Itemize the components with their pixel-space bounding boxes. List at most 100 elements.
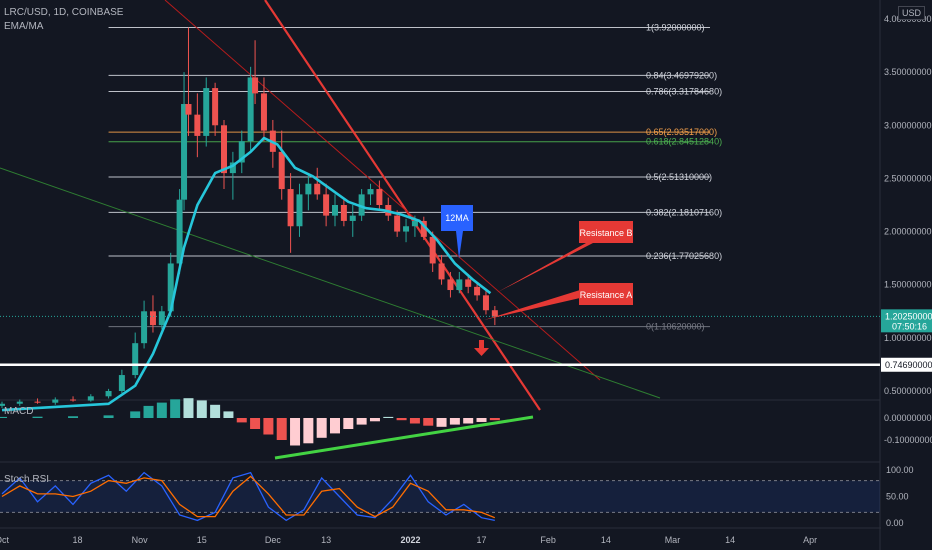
currency-label[interactable]: USD [898,6,926,20]
time-tick-label: 2022 [400,535,420,545]
candle-body [358,194,365,216]
macd-bar [303,418,314,444]
stoch-tick-label: 100.00 [886,465,914,475]
macd-bar [449,418,460,425]
current-price-tag [881,309,932,333]
macd-bar [210,404,221,418]
macd-divergence-line [274,415,534,460]
candle-body [176,199,183,264]
stoch-band [0,480,880,513]
candle-body [349,215,356,221]
candle-body [305,183,312,195]
macd-tick-label: 0.00000000 [884,413,932,423]
fib-level-label: 0.84(3.46979200) [646,70,717,80]
time-tick-label: Dec [265,535,282,545]
time-tick-label: Apr [803,535,817,545]
fib-level-label: 0.618(2.84512840) [646,137,722,147]
macd-bar [290,418,301,446]
candle-body [394,215,401,232]
price-axis-bg [881,0,932,550]
macd-bar [369,418,380,422]
indicator-title: EMA/MA [4,21,44,32]
candle-body [70,399,77,401]
macd-bar [250,418,261,429]
candle-body [482,295,489,311]
candle-body [340,205,347,221]
stoch-d-line [1,475,496,519]
stoch-rsi-label: Stoch RSI [4,474,50,485]
macd-tick-label: -0.10000000 [884,435,932,445]
candle-body [167,263,174,312]
candle-body [185,104,192,115]
time-tick-label: 18 [72,535,82,545]
candle-body [367,189,374,195]
time-tick-label: 15 [197,535,207,545]
candle-body [376,189,383,205]
candle-body [34,401,41,403]
macd-bar [276,418,287,440]
candle-body [149,311,156,326]
price-tick-label: 3.00000000 [884,120,932,130]
candle-body [456,279,463,291]
macd-bar [423,418,434,426]
stoch-tick-label: 50.00 [886,492,909,502]
candle-body [87,396,94,401]
macd-bar [383,416,394,418]
candle-body [132,343,139,376]
ema-12-line [1,136,492,412]
macd-bar [436,418,447,427]
candle-body [203,88,210,136]
time-tick-label: Mar [665,535,681,545]
candle-body [252,77,259,94]
candle-body [403,226,410,232]
support-tag [881,357,932,372]
price-tick-label: 0.50000000 [884,386,932,396]
callout-resistance-a-box [579,283,633,305]
callout-12ma-text: 12MA [445,213,469,223]
fib-level-label: 1(3.92000000) [646,23,705,33]
fib-level-label: 0.65(2.93517000) [646,127,717,137]
candle-body [438,263,445,280]
macd-bar [130,411,141,418]
time-tick-label: 17 [477,535,487,545]
macd-bar [409,418,420,424]
macd-bar [356,418,367,425]
down-arrow-icon [474,340,489,356]
macd-bar [68,416,79,418]
current-price-label: 1.20250000 [885,311,932,321]
candle-body [287,189,294,227]
candle-body [296,194,303,227]
time-tick-label: 14 [601,535,611,545]
time-tick-label: Oct [0,535,9,545]
price-tick-label: 1.00000000 [884,333,932,343]
candle-body [465,279,472,287]
callout-resistance-a [484,290,580,320]
stoch-tick-label: 0.00 [886,518,904,528]
candle-body [278,151,285,190]
candle-body [314,183,321,195]
support-label: 0.74690000 [885,360,932,370]
macd-bar [343,418,354,429]
candle-body [323,194,330,216]
candle-body [247,77,254,142]
candle-body [52,399,59,403]
macd-bar [476,418,487,422]
candle-body [141,311,148,344]
time-tick-label: 13 [321,535,331,545]
candle-body [491,310,498,317]
macd-bar [103,415,114,418]
macd-bar [236,418,247,423]
candle-body [447,279,454,291]
fib-level-label: 0.382(2.18107160) [646,207,722,217]
price-tick-label: 2.00000000 [884,227,932,237]
fib-level-label: 0.5(2.51310000) [646,172,712,182]
candle-body [229,162,236,174]
price-tick-label: 3.50000000 [884,67,932,77]
macd-bar [0,416,7,418]
fib-level-label: 0(1.10620000) [646,322,705,332]
callout-resistance-a-text: Resistance A [580,290,633,300]
macd-bar [196,400,207,418]
time-tick-label: Nov [132,535,149,545]
macd-bar [263,418,274,435]
time-tick-label: 14 [725,535,735,545]
